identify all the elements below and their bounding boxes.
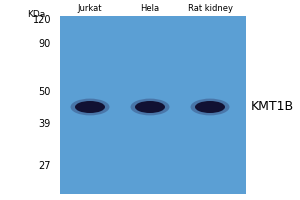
Text: 90: 90	[39, 39, 51, 49]
Text: KDa: KDa	[27, 10, 45, 19]
Text: Hela: Hela	[140, 4, 160, 13]
Ellipse shape	[75, 101, 105, 113]
Text: Rat kidney: Rat kidney	[188, 4, 232, 13]
Text: 120: 120	[32, 15, 51, 25]
Text: 27: 27	[38, 161, 51, 171]
Text: 39: 39	[39, 119, 51, 129]
Ellipse shape	[195, 101, 225, 113]
Ellipse shape	[190, 99, 230, 115]
Ellipse shape	[130, 99, 170, 115]
Text: 50: 50	[39, 87, 51, 97]
Text: Jurkat: Jurkat	[78, 4, 102, 13]
Text: KMT1B: KMT1B	[250, 100, 294, 114]
Ellipse shape	[135, 101, 165, 113]
Ellipse shape	[70, 99, 110, 115]
Bar	[60, 16, 246, 194]
